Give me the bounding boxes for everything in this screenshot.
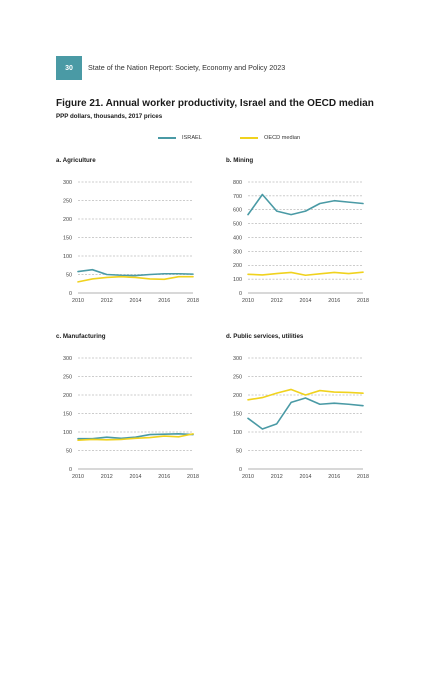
y-tick-label: 0 [239,467,242,473]
y-tick-label: 700 [233,194,242,200]
y-tick-label: 800 [233,180,242,186]
x-tick-label: 2018 [187,298,199,304]
x-tick-label: 2014 [300,474,312,480]
y-tick-label: 600 [233,208,242,214]
chart-manufacturing: 0 50 100 150 200 250 300 2010 2012 2014 2016 2018 [63,356,199,480]
chart-mining: 0 100 200 300 400 500 600 700 800 2010 2012 2014 201… [233,180,369,304]
series-line-israel [247,193,364,216]
x-tick-label: 2016 [328,474,340,480]
panel-title-manufacturing: c. Manufacturing [56,333,106,340]
y-tick-label: 100 [233,430,242,436]
chart-public-services: 0 50 100 150 200 250 300 2010 2012 2014 2016 2018 [233,356,369,480]
y-tick-label: 300 [63,356,72,362]
y-tick-label: 300 [233,249,242,255]
x-tick-label: 2016 [158,474,170,480]
y-tick-label: 50 [236,448,242,454]
figure-subtitle: PPP dollars, thousands, 2017 prices [56,113,163,120]
y-tick-label: 100 [63,430,72,436]
x-tick-label: 2014 [130,298,142,304]
y-tick-label: 250 [63,198,72,204]
figure-title: Figure 21. Annual worker productivity, I… [56,98,374,109]
x-tick-label: 2018 [187,474,199,480]
x-tick-label: 2018 [357,298,369,304]
y-tick-label: 0 [69,291,72,297]
y-tick-label: 200 [233,263,242,269]
x-tick-label: 2012 [271,298,283,304]
y-tick-label: 150 [63,411,72,417]
x-tick-label: 2014 [300,298,312,304]
x-tick-label: 2012 [271,474,283,480]
y-tick-label: 50 [66,448,72,454]
legend-label-oecd: OECD median [264,135,301,141]
y-tick-label: 200 [63,217,72,223]
panel-title-mining: b. Mining [226,157,254,164]
legend-item-oecd: OECD median [240,132,300,144]
page-number-badge: 30 [56,56,82,80]
y-tick-label: 300 [233,356,242,362]
legend: ISRAEL OECD median [0,132,440,144]
x-tick-label: 2016 [328,298,340,304]
y-tick-label: 200 [233,393,242,399]
legend-swatch-oecd [240,136,258,140]
legend-label-israel: ISRAEL [182,135,202,141]
series-line-israel [247,397,364,430]
y-tick-label: 0 [69,467,72,473]
x-tick-label: 2010 [242,298,254,304]
y-tick-label: 150 [233,411,242,417]
y-tick-label: 150 [63,235,72,241]
y-tick-label: 500 [233,222,242,228]
x-tick-label: 2012 [101,474,113,480]
y-tick-label: 200 [63,393,72,399]
series-line-oecd-median [247,388,364,401]
report-header-title: State of the Nation Report: Society, Eco… [88,63,286,72]
chart-agriculture: 0 50 100 150 200 250 300 2010 2012 2014 2016 2018 [63,180,199,304]
legend-swatch-israel [158,136,176,140]
panel-title-agriculture: a. Agriculture [56,157,96,164]
x-tick-label: 2016 [158,298,170,304]
y-tick-label: 300 [63,180,72,186]
x-tick-label: 2010 [72,474,84,480]
y-tick-label: 250 [63,374,72,380]
series-line-israel [77,433,194,440]
series-line-oecd-median [77,275,194,283]
x-tick-label: 2018 [357,474,369,480]
x-tick-label: 2010 [72,298,84,304]
panel-title-public-services: d. Public services, utilities [226,333,304,340]
y-tick-label: 250 [233,374,242,380]
legend-item-israel: ISRAEL [158,132,202,144]
y-tick-label: 0 [239,291,242,297]
x-tick-label: 2010 [242,474,254,480]
x-tick-label: 2014 [130,474,142,480]
series-line-oecd-median [247,271,364,277]
y-tick-label: 100 [233,277,242,283]
y-tick-label: 50 [66,272,72,278]
series-line-israel [77,268,194,277]
y-tick-label: 100 [63,254,72,260]
x-tick-label: 2012 [101,298,113,304]
series-line-oecd-median [77,433,194,441]
y-tick-label: 400 [233,235,242,241]
